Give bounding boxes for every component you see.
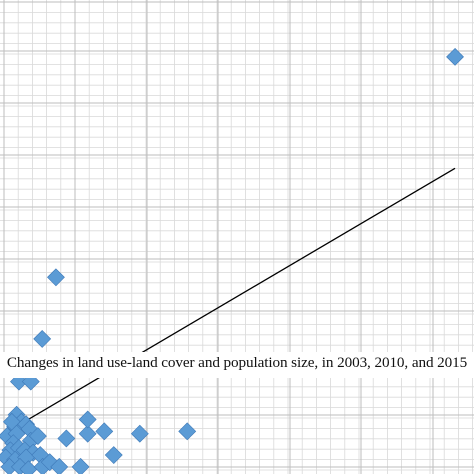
data-point-37 (178, 422, 197, 441)
data-point-29 (50, 457, 69, 474)
trendline-group (0, 167, 456, 437)
data-point-34 (57, 429, 76, 448)
figure-caption: Changes in land use-land cover and popul… (6, 354, 468, 371)
data-point-0 (446, 47, 464, 66)
data-point-1 (47, 268, 65, 287)
data-point-31 (78, 424, 97, 443)
data-point-36 (130, 424, 149, 443)
data-point-2 (33, 329, 52, 348)
series-points (0, 47, 464, 474)
data-point-14 (28, 427, 47, 446)
data-point-26 (19, 460, 38, 474)
trendline (0, 167, 456, 437)
data-point-33 (78, 410, 97, 429)
caption-background (0, 352, 474, 378)
data-point-35 (104, 446, 123, 464)
data-point-30 (71, 457, 90, 474)
data-point-32 (95, 422, 114, 441)
